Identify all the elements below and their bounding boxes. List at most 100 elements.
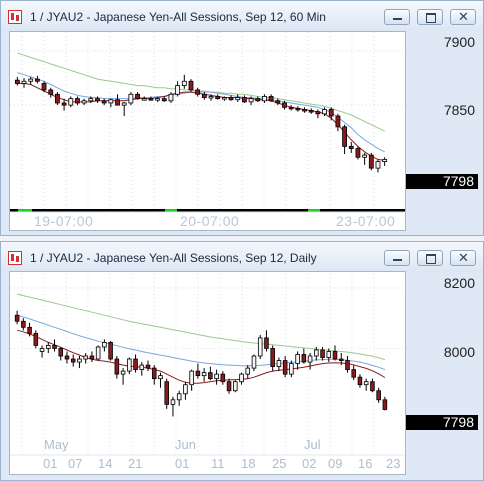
candle-body bbox=[307, 355, 313, 363]
window-title: 1 / JYAU2 - Japanese Yen-All Sessions, S… bbox=[30, 251, 317, 265]
close-button[interactable]: ✕ bbox=[450, 250, 476, 266]
candle-body bbox=[314, 349, 319, 357]
day-label: 16 bbox=[358, 456, 373, 471]
candle-body bbox=[102, 342, 107, 348]
day-label: 01 bbox=[43, 456, 58, 471]
candle-body bbox=[181, 80, 187, 86]
candle-body bbox=[108, 342, 113, 360]
day-label: 01 bbox=[175, 456, 190, 471]
candle-body bbox=[135, 93, 140, 100]
candle-body bbox=[21, 80, 27, 84]
candle-body bbox=[362, 154, 368, 158]
candle-body bbox=[14, 79, 20, 84]
chart-window-60min[interactable]: 1 / JYAU2 - Japanese Yen-All Sessions, S… bbox=[0, 0, 484, 236]
candle-body bbox=[308, 110, 314, 113]
candle-body bbox=[355, 148, 361, 158]
candle-body bbox=[242, 97, 247, 103]
month-label: Jun bbox=[175, 437, 196, 452]
candle-body bbox=[264, 337, 269, 349]
candle-body bbox=[176, 393, 182, 401]
minimize-button[interactable] bbox=[384, 9, 410, 25]
candle-body bbox=[189, 370, 194, 386]
candle-body bbox=[33, 332, 39, 346]
candle-body bbox=[128, 93, 134, 104]
candle-body bbox=[251, 355, 257, 369]
candle-body bbox=[151, 367, 157, 380]
candle-body bbox=[83, 355, 88, 360]
window-title-bar[interactable]: 1 / JYAU2 - Japanese Yen-All Sessions, S… bbox=[1, 242, 483, 272]
candle-body bbox=[195, 370, 201, 377]
candle-body bbox=[276, 360, 282, 367]
month-label: May bbox=[44, 437, 69, 452]
candle-body bbox=[188, 80, 194, 91]
candle-body bbox=[201, 372, 207, 377]
candle-body bbox=[46, 345, 51, 349]
candle-body bbox=[357, 376, 363, 386]
candle-body bbox=[338, 358, 344, 361]
candle-body bbox=[332, 351, 338, 360]
candle-body bbox=[58, 348, 64, 357]
candle-body bbox=[220, 373, 226, 383]
session-marker bbox=[308, 209, 320, 212]
candle-body bbox=[81, 100, 87, 104]
candle-body bbox=[295, 354, 300, 364]
candle-body bbox=[161, 98, 167, 102]
maximize-button[interactable] bbox=[417, 9, 443, 25]
candle-body bbox=[64, 355, 70, 360]
maximize-button[interactable] bbox=[417, 250, 443, 266]
candle-body bbox=[382, 399, 388, 410]
maximize-icon bbox=[426, 254, 436, 264]
price-chart-area[interactable]: May Jun Jul 01 07 14 21 01 11 18 25 02 0… bbox=[9, 271, 406, 475]
candle-body bbox=[301, 354, 307, 363]
candle-body bbox=[34, 78, 40, 82]
candle-body bbox=[139, 364, 145, 371]
close-button[interactable]: ✕ bbox=[450, 9, 476, 25]
window-title-bar[interactable]: 1 / JYAU2 - Japanese Yen-All Sessions, S… bbox=[1, 1, 483, 31]
candle-body bbox=[115, 99, 120, 106]
candle-body bbox=[145, 364, 151, 369]
candle-body bbox=[68, 98, 74, 106]
candle-body bbox=[363, 381, 369, 386]
last-price-tag: 7798 bbox=[406, 415, 478, 430]
candle-body bbox=[282, 360, 288, 375]
candle-body bbox=[55, 93, 60, 104]
price-axis-label: 7900 bbox=[443, 34, 475, 50]
price-chart-area[interactable]: 19-07:00 20-07:00 23-07:00 bbox=[9, 31, 406, 231]
candle-body bbox=[75, 98, 80, 104]
minimize-button[interactable] bbox=[384, 250, 410, 266]
candle-body bbox=[170, 399, 176, 405]
chart-app-icon bbox=[8, 251, 22, 265]
candle-body bbox=[175, 85, 181, 95]
session-marker bbox=[18, 209, 32, 212]
last-price-tag: 7798 bbox=[406, 174, 478, 189]
candle-body bbox=[382, 159, 388, 163]
candle-body bbox=[368, 154, 374, 169]
candle-body bbox=[28, 78, 34, 82]
day-label: 23 bbox=[386, 456, 401, 471]
candle-body bbox=[89, 355, 95, 360]
candle-body bbox=[335, 115, 341, 128]
candle-body bbox=[245, 367, 251, 375]
candle-body bbox=[114, 358, 120, 375]
day-label: 07 bbox=[68, 456, 83, 471]
maximize-icon bbox=[426, 13, 436, 23]
candle-body bbox=[315, 111, 321, 115]
candle-body bbox=[221, 97, 227, 100]
price-axis-label: 8200 bbox=[443, 275, 475, 291]
candle-body bbox=[268, 96, 274, 102]
candle-body bbox=[108, 99, 114, 104]
candle-body bbox=[48, 89, 54, 95]
candle-body bbox=[228, 97, 234, 101]
candle-body bbox=[195, 89, 201, 95]
close-icon: ✕ bbox=[458, 9, 469, 24]
candle-body bbox=[289, 363, 294, 375]
candle-body bbox=[88, 98, 94, 102]
candle-body bbox=[133, 358, 138, 371]
candle-body bbox=[183, 384, 188, 395]
chart-window-daily[interactable]: 1 / JYAU2 - Japanese Yen-All Sessions, S… bbox=[0, 241, 484, 481]
candle-body bbox=[235, 97, 241, 101]
close-icon: ✕ bbox=[458, 250, 469, 265]
day-label: 18 bbox=[241, 456, 256, 471]
ma-mid-line bbox=[16, 314, 386, 371]
candle-body bbox=[101, 100, 107, 104]
